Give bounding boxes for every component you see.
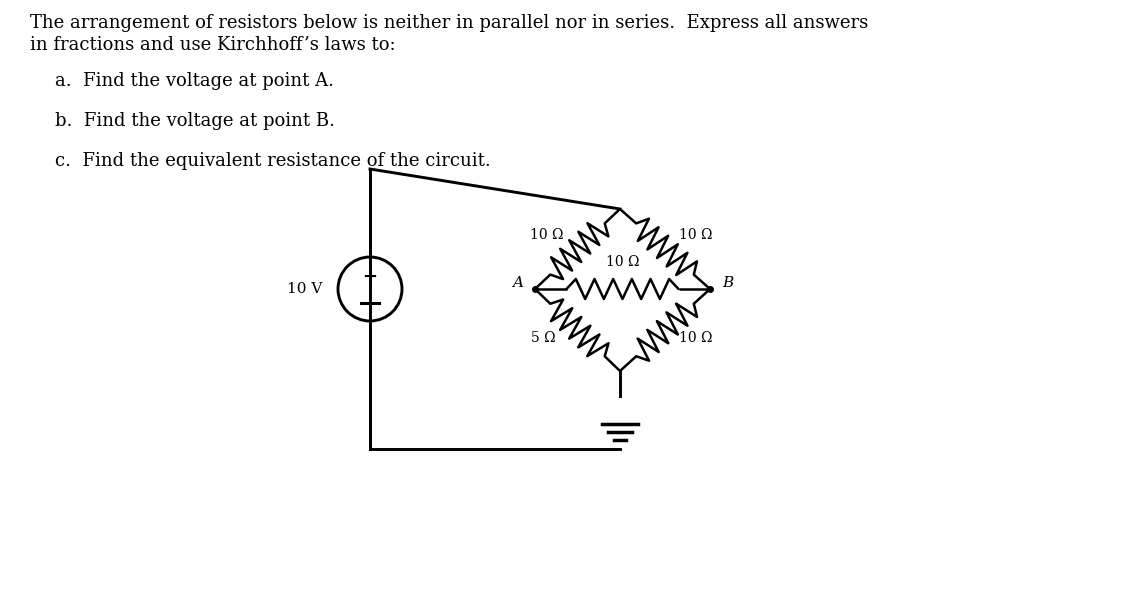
Text: 5 Ω: 5 Ω [531,331,555,345]
Text: in fractions and use Kirchhoff’s laws to:: in fractions and use Kirchhoff’s laws to… [30,36,396,54]
Text: B: B [722,276,733,290]
Text: 10 Ω: 10 Ω [679,331,713,345]
Text: b.  Find the voltage at point B.: b. Find the voltage at point B. [55,112,335,130]
Text: 10 Ω: 10 Ω [679,228,713,242]
Text: +: + [363,268,378,286]
Text: 10 Ω: 10 Ω [606,255,640,269]
Text: 10 V: 10 V [287,282,321,296]
Text: A: A [513,276,523,290]
Text: The arrangement of resistors below is neither in parallel nor in series.  Expres: The arrangement of resistors below is ne… [30,14,868,32]
Text: 10 Ω: 10 Ω [531,228,563,242]
Text: c.  Find the equivalent resistance of the circuit.: c. Find the equivalent resistance of the… [55,152,491,170]
Text: a.  Find the voltage at point A.: a. Find the voltage at point A. [55,72,334,90]
